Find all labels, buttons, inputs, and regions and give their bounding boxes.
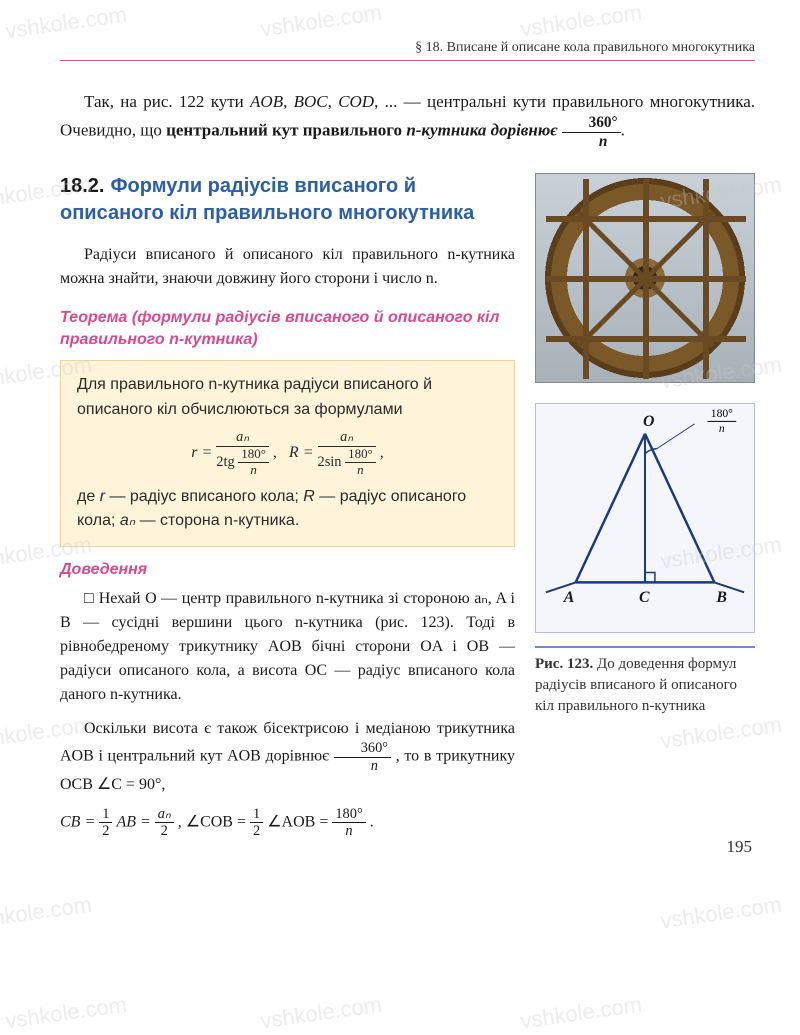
section-title: 18.2.Формули радіусів вписаного й описан… xyxy=(60,173,515,227)
text: — радіус вписаного кола; xyxy=(105,488,303,505)
fraction: 12 xyxy=(250,807,263,839)
figure-caption: Рис. 123. До доведення формул радіусів в… xyxy=(535,646,755,717)
fraction: 180°n xyxy=(238,448,269,477)
text: ∠AOB = xyxy=(267,814,328,831)
proof-heading: Доведення xyxy=(60,561,515,579)
section-header: § 18. Вписане й описане кола правильного… xyxy=(60,40,755,61)
denominator: n xyxy=(345,463,376,477)
text: R xyxy=(303,488,315,505)
point-C-label: C xyxy=(639,589,650,606)
numerator: 1 xyxy=(99,807,112,823)
decorative-wheel-image xyxy=(535,173,755,383)
text: . xyxy=(621,121,625,140)
denominator: 2sin 180°n xyxy=(318,447,376,477)
numerator: 360° xyxy=(562,115,621,132)
point-B-label: B xyxy=(715,589,727,606)
fraction: aₙ 2tg 180°n xyxy=(216,430,269,476)
text: aₙ xyxy=(120,512,135,529)
denominator: n xyxy=(562,133,621,149)
figure-number: Рис. 123. xyxy=(535,656,593,672)
numerator: 360° xyxy=(334,741,391,757)
fraction: 360°n xyxy=(334,741,391,773)
denominator: 2 xyxy=(250,823,263,838)
numerator: 1 xyxy=(250,807,263,823)
text: r = xyxy=(191,444,212,461)
fraction: aₙ 2sin 180°n xyxy=(318,430,376,476)
proof-paragraph: □ Нехай O — центр правильного n-кутника … xyxy=(60,587,515,707)
watermark: vshkole.com xyxy=(0,892,93,935)
denominator: 2tg 180°n xyxy=(216,447,269,477)
numerator: aₙ xyxy=(318,430,376,446)
text: CB = xyxy=(60,814,95,831)
numerator: 180° xyxy=(332,807,365,823)
point-A-label: A xyxy=(563,589,575,606)
page-number: 195 xyxy=(727,837,753,857)
intro-paragraph: Так, на рис. 122 кути AOB, BOC, COD, ...… xyxy=(60,89,755,149)
theorem-heading: Теорема (формули радіусів вписаного й оп… xyxy=(60,307,515,352)
text: — сторона n-кутника. xyxy=(135,512,299,529)
proof-paragraph: Оскільки висота є також бісектрисою і ме… xyxy=(60,717,515,797)
text: , xyxy=(328,92,339,111)
fraction: 180°n xyxy=(345,448,376,477)
fraction: aₙ2 xyxy=(155,807,174,839)
numerator: 180° xyxy=(345,448,376,463)
watermark: vshkole.com xyxy=(4,992,129,1035)
text: дорівнює xyxy=(266,748,330,765)
denominator: n xyxy=(238,463,269,477)
denominator: 2 xyxy=(99,823,112,838)
numerator: aₙ xyxy=(155,807,174,823)
text: , ∠COB = xyxy=(178,814,246,831)
theorem-text: де r — радіус вписаного кола; R — радіус… xyxy=(77,485,498,535)
fraction: 12 xyxy=(99,807,112,839)
figure-123-diagram: O A B C 180°n xyxy=(535,403,755,633)
numerator: 180° xyxy=(238,448,269,463)
numerator: aₙ xyxy=(216,430,269,446)
angle-fraction: 180°n xyxy=(708,408,736,434)
watermark: vshkole.com xyxy=(519,992,644,1035)
denominator: n xyxy=(332,823,365,838)
text: де xyxy=(77,488,100,505)
text: , xyxy=(273,444,277,461)
fraction: 180°n xyxy=(332,807,365,839)
text: , xyxy=(380,444,384,461)
page-container: § 18. Вписане й описане кола правильного… xyxy=(0,0,800,879)
section-title-text: Формули радіусів вписаного й описаного к… xyxy=(60,175,474,224)
text: COD xyxy=(338,92,374,111)
watermark: vshkole.com xyxy=(259,992,384,1035)
text: Очевидно, що xyxy=(60,121,166,140)
text: 2tg xyxy=(216,453,234,469)
two-column-layout: 18.2.Формули радіусів вписаного й описан… xyxy=(60,173,755,849)
text: , xyxy=(283,92,294,111)
left-column: 18.2.Формули радіусів вписаного й описан… xyxy=(60,173,515,849)
section-number: 18.2. xyxy=(60,175,104,197)
text: . xyxy=(370,814,374,831)
text: центральний кут правильного xyxy=(166,121,402,140)
theorem-box: Для правильного n-кутника радіуси вписан… xyxy=(60,360,515,548)
denominator: n xyxy=(334,758,391,773)
text: Так, на рис. 122 кути xyxy=(84,92,250,111)
text: BOC xyxy=(294,92,328,111)
text: центральні кути правильного многокутника… xyxy=(427,92,755,111)
figure-123: O A B C 180°n Рис. 123. До доведення фор… xyxy=(535,403,755,717)
numerator: 180° xyxy=(708,408,736,422)
text: AOB xyxy=(250,92,283,111)
fraction: 360°n xyxy=(562,115,621,149)
point-O-label: O xyxy=(643,413,654,430)
theorem-text: Для правильного n-кутника радіуси вписан… xyxy=(77,373,498,423)
denominator: 2 xyxy=(155,823,174,838)
proof-formula-line: CB = 12 AB = aₙ2 , ∠COB = 12 ∠AOB = 180°… xyxy=(60,807,515,839)
body-paragraph: Радіуси вписаного й описаного кіл правил… xyxy=(60,243,515,291)
right-column: O A B C 180°n Рис. 123. До доведення фор… xyxy=(535,173,755,717)
text: 2sin xyxy=(318,453,342,469)
text: AB = xyxy=(116,814,150,831)
formula-row: r = aₙ 2tg 180°n , R = aₙ 2sin 180°n , xyxy=(77,430,498,476)
text: R = xyxy=(289,444,314,461)
text: n-кутника дорівнює xyxy=(406,121,557,140)
denominator: n xyxy=(708,422,736,435)
watermark: vshkole.com xyxy=(659,892,784,935)
text: , ... — xyxy=(374,92,421,111)
